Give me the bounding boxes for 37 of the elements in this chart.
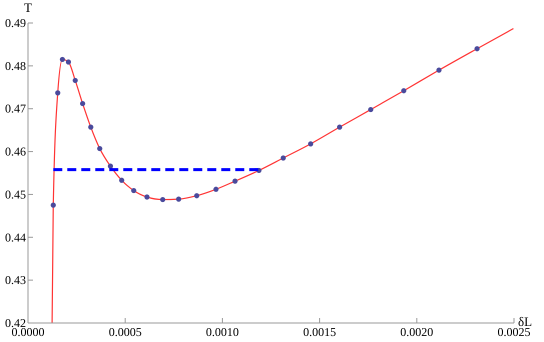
point [337, 124, 342, 130]
point [108, 164, 114, 169]
point [160, 196, 166, 202]
point [436, 68, 442, 73]
point [176, 196, 182, 202]
y-tick-label: 0.44 [5, 230, 26, 244]
point [368, 106, 374, 112]
y-tick-label: 0.45 [5, 187, 26, 202]
y-tick-label: 0.43 [5, 273, 26, 288]
x-tick-label: 0.0010 [206, 325, 239, 339]
point [194, 193, 200, 198]
y-tick-label: 0.49 [5, 16, 26, 30]
point [50, 202, 56, 208]
point [474, 46, 480, 52]
point [55, 90, 60, 96]
point [72, 78, 78, 84]
point [66, 59, 72, 65]
point [213, 186, 219, 192]
point [97, 146, 102, 152]
line-series [52, 28, 514, 324]
point [232, 178, 238, 184]
x-tick-label: 0.0015 [303, 325, 336, 339]
point [280, 155, 286, 161]
point [80, 100, 86, 106]
y-tick-label: 0.47 [5, 102, 26, 116]
point [308, 141, 314, 146]
y-axis-title: T [24, 0, 32, 15]
point [119, 178, 124, 183]
point [144, 194, 150, 200]
point [401, 88, 406, 94]
x-tick-label: 0.0005 [108, 325, 142, 339]
point [60, 56, 66, 62]
point [131, 188, 136, 194]
y-tick-label: 0.48 [5, 58, 26, 73]
x-tick-label: 0.0020 [400, 325, 434, 339]
y-tick-label: 0.46 [5, 144, 26, 159]
point [88, 124, 94, 130]
